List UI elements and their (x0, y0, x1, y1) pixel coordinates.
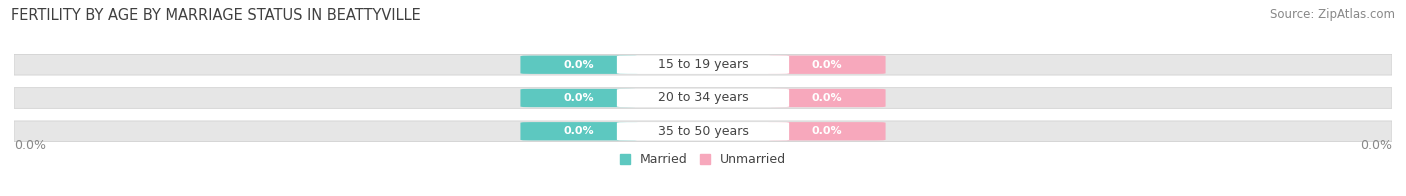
Text: 0.0%: 0.0% (14, 139, 46, 152)
FancyBboxPatch shape (617, 122, 789, 140)
FancyBboxPatch shape (617, 56, 789, 74)
Text: 0.0%: 0.0% (564, 60, 595, 70)
FancyBboxPatch shape (520, 89, 637, 107)
Text: 0.0%: 0.0% (564, 93, 595, 103)
FancyBboxPatch shape (769, 56, 886, 74)
FancyBboxPatch shape (14, 54, 1392, 75)
FancyBboxPatch shape (769, 122, 886, 140)
FancyBboxPatch shape (14, 121, 1392, 142)
Legend: Married, Unmarried: Married, Unmarried (620, 153, 786, 166)
FancyBboxPatch shape (617, 89, 789, 107)
Text: 15 to 19 years: 15 to 19 years (658, 58, 748, 71)
Text: 20 to 34 years: 20 to 34 years (658, 92, 748, 104)
Text: 0.0%: 0.0% (1360, 139, 1392, 152)
Text: 0.0%: 0.0% (811, 60, 842, 70)
FancyBboxPatch shape (769, 89, 886, 107)
FancyBboxPatch shape (14, 88, 1392, 108)
Text: Source: ZipAtlas.com: Source: ZipAtlas.com (1270, 8, 1395, 21)
Text: 35 to 50 years: 35 to 50 years (658, 125, 748, 138)
Text: 0.0%: 0.0% (811, 93, 842, 103)
Text: 0.0%: 0.0% (811, 126, 842, 136)
FancyBboxPatch shape (520, 122, 637, 140)
Text: 0.0%: 0.0% (564, 126, 595, 136)
Text: FERTILITY BY AGE BY MARRIAGE STATUS IN BEATTYVILLE: FERTILITY BY AGE BY MARRIAGE STATUS IN B… (11, 8, 420, 23)
FancyBboxPatch shape (520, 56, 637, 74)
